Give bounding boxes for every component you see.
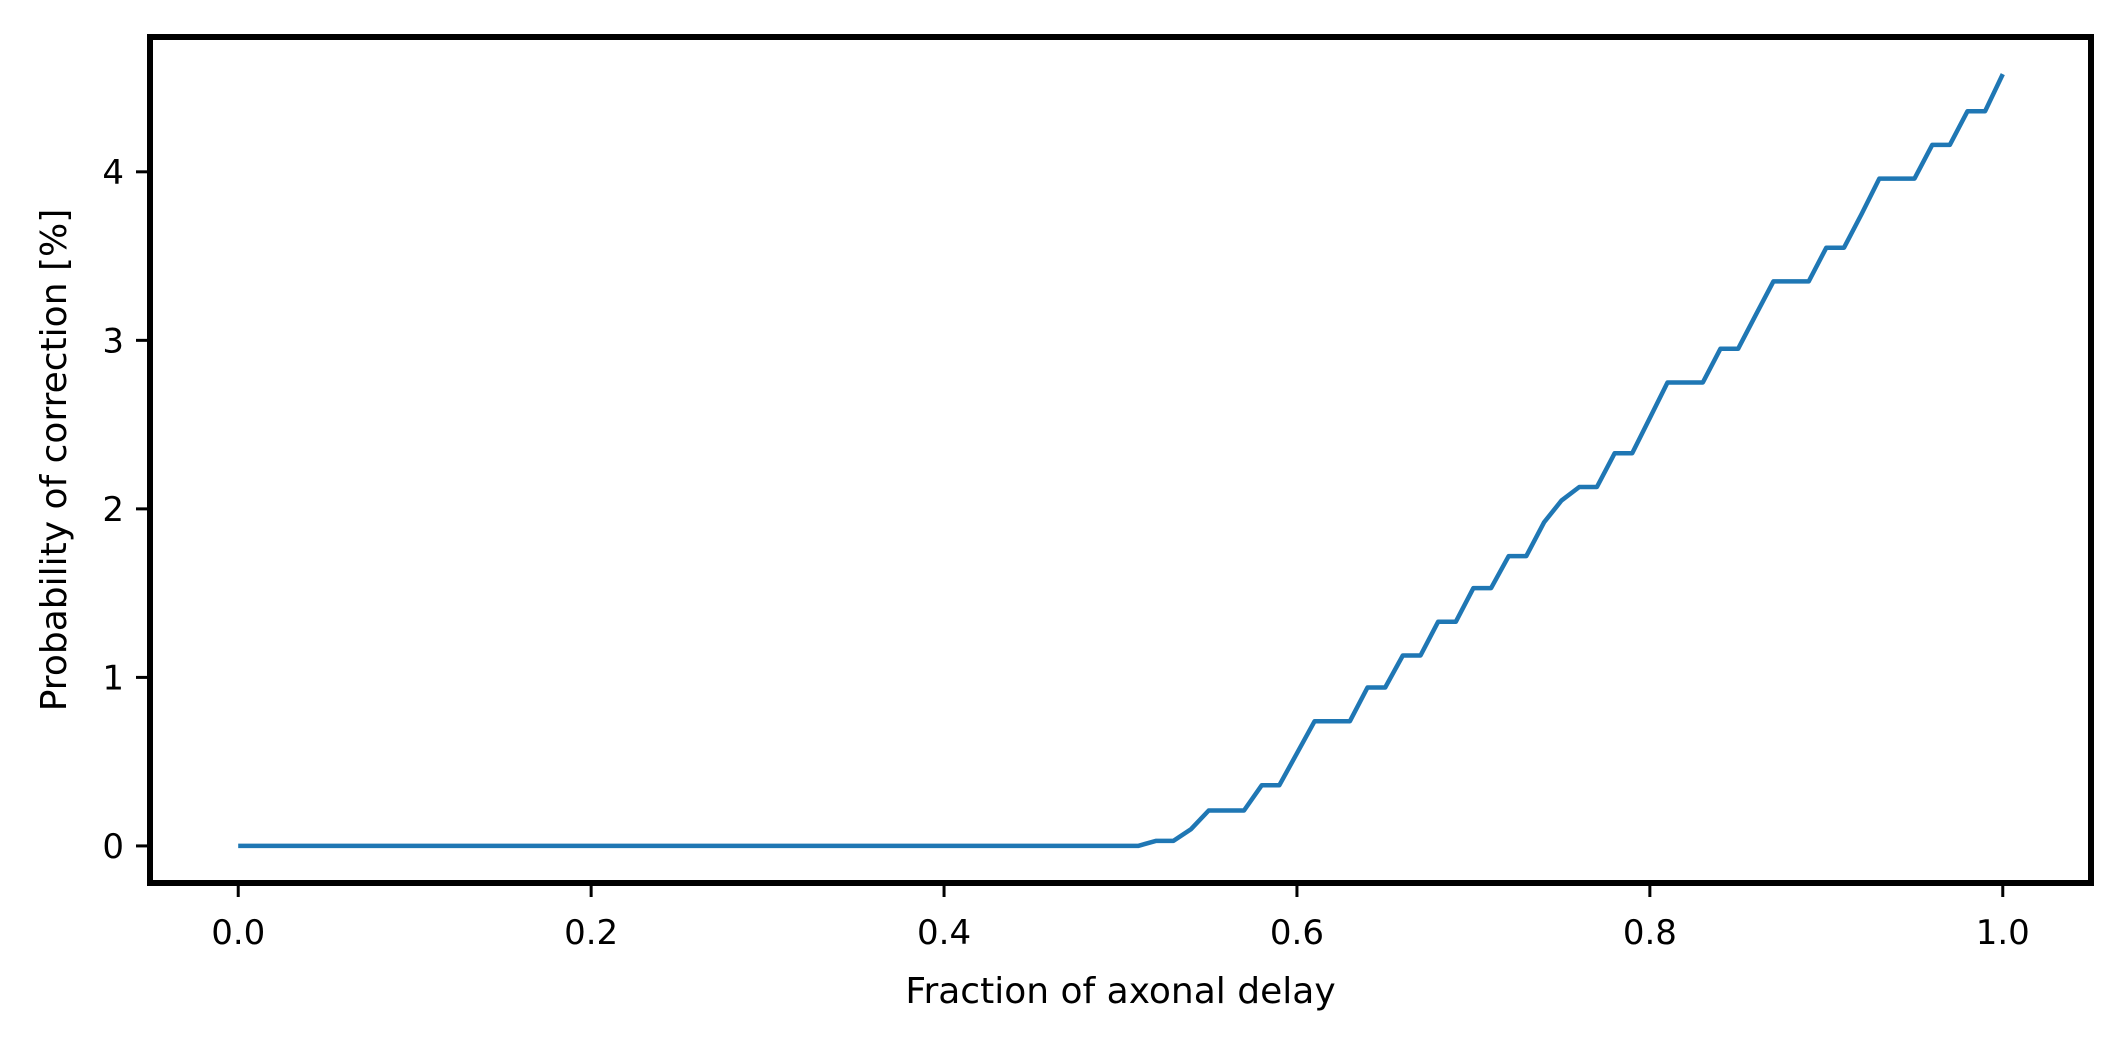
y-tick-label: 3	[102, 321, 124, 361]
x-tick-label: 1.0	[1976, 913, 2030, 953]
plot-frame	[147, 34, 2094, 886]
x-tick-label: 0.6	[1270, 913, 1324, 953]
y-tick-label: 0	[102, 827, 124, 867]
x-tick-label: 0.0	[211, 913, 265, 953]
series-layer	[238, 73, 2005, 849]
x-axis-ticks: 0.0 0.2 0.4 0.6 0.8 1.0	[211, 883, 2030, 953]
y-axis-label: Probability of correction [%]	[34, 209, 75, 712]
y-tick-label: 4	[102, 153, 124, 193]
y-tick-label: 2	[102, 490, 124, 530]
y-axis-ticks: 0 1 2 3 4	[102, 153, 150, 867]
x-tick-label: 0.8	[1623, 913, 1677, 953]
y-tick-label: 1	[102, 658, 124, 698]
x-axis-label: Fraction of axonal delay	[905, 971, 1335, 1012]
series-line	[238, 73, 2005, 849]
x-tick-label: 0.2	[564, 913, 618, 953]
x-tick-label: 0.4	[917, 913, 971, 953]
